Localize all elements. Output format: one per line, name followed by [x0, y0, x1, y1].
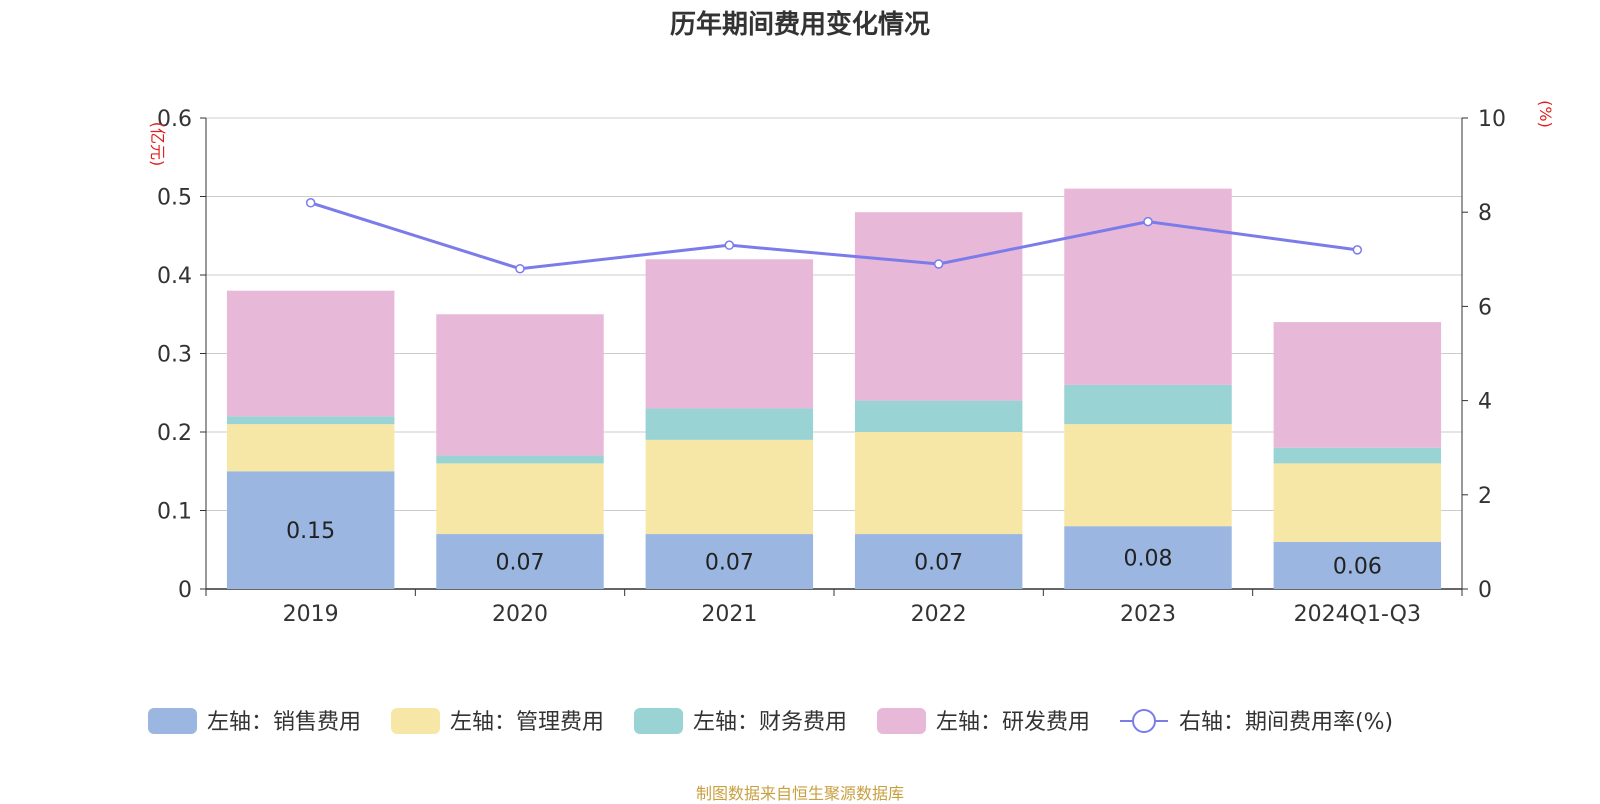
bar-segment: [226, 424, 395, 472]
line-point: [724, 240, 735, 250]
series-line-expense-rate: [310, 201, 1358, 271]
bar-segment: [1273, 463, 1442, 542]
x-axis-tick-label: 2020: [492, 602, 548, 627]
x-axis-tick-label: 2019: [283, 602, 339, 627]
left-axis-tick-label: 0.3: [157, 343, 192, 368]
right-axis-tick-label: 8: [1478, 201, 1492, 226]
bar-segment: [645, 439, 814, 535]
bar-segment: [226, 290, 395, 417]
legend-label: 左轴：研发费用: [936, 710, 1090, 735]
legend-marker: [1132, 709, 1156, 733]
left-axis-tick-label: 0.1: [157, 500, 192, 525]
right-axis-tick-label: 4: [1478, 390, 1492, 415]
bar-segment: [645, 259, 814, 409]
legend-label: 右轴：期间费用率(%): [1179, 710, 1393, 735]
legend-label: 左轴：管理费用: [450, 710, 604, 735]
bar-segment: [226, 471, 395, 589]
legend-swatch: [634, 708, 683, 734]
bar-segment: [436, 463, 604, 535]
legend-swatch: [877, 708, 926, 734]
right-axis-tick-label: 6: [1478, 295, 1492, 320]
line-point: [933, 259, 944, 269]
x-axis-tick-label: 2022: [911, 602, 967, 627]
left-axis-unit: (亿元): [148, 122, 167, 167]
legend-swatch: [148, 708, 197, 734]
left-axis-tick-label: 0.4: [157, 264, 192, 289]
bar-segment: [436, 534, 604, 589]
bar-segment: [645, 408, 814, 440]
bar-segment: [226, 416, 395, 425]
left-axis-tick-label: 0.2: [157, 421, 192, 446]
line-point: [515, 263, 525, 274]
bar-segment: [436, 455, 604, 464]
x-axis-tick-label: 2021: [701, 602, 757, 627]
right-axis-tick-label: 10: [1478, 107, 1506, 132]
left-axis-tick-label: 0.6: [157, 107, 192, 132]
chart-title: 历年期间费用变化情况: [669, 10, 930, 40]
bar-data-label: 0.15: [286, 519, 335, 544]
legend-label: 左轴：销售费用: [207, 710, 361, 735]
bar-segment: [854, 534, 1023, 589]
bar-segment: [1064, 424, 1232, 527]
bar-segment: [1273, 322, 1442, 448]
bar-segment: [1273, 541, 1442, 589]
bar-segment: [854, 400, 1023, 432]
bar-segment: [1064, 384, 1232, 425]
line-point: [305, 198, 316, 208]
line-point: [1143, 216, 1153, 227]
bar-segment: [1273, 447, 1442, 464]
source-note: 制图数据来自恒生聚源数据库: [695, 784, 904, 803]
bar-segment: [436, 314, 604, 456]
legend-swatch: [391, 708, 440, 734]
left-axis-tick-label: 0: [178, 578, 192, 603]
bar-data-label: 0.08: [1124, 547, 1173, 572]
bar-data-label: 0.07: [705, 551, 754, 576]
x-axis-tick-label: 2024Q1-Q3: [1294, 602, 1421, 627]
left-axis-tick-label: 0.5: [157, 186, 192, 211]
bar-segment: [854, 212, 1023, 401]
x-axis-tick-label: 2023: [1120, 602, 1176, 627]
bar-data-label: 0.07: [496, 551, 545, 576]
right-axis-tick-label: 0: [1478, 578, 1492, 603]
right-axis-tick-label: 2: [1478, 484, 1492, 509]
legend-label: 左轴：财务费用: [693, 710, 847, 735]
bar-segment: [854, 432, 1023, 535]
chart-svg: 0 0.1 0.2 0.3 0.4 0.5 0.6 0 2 4 6 8 10 (亿元) (%) 2019 202…: [148, 100, 1555, 735]
bar-segment: [645, 534, 814, 589]
bar-data-label: 0.06: [1333, 554, 1382, 579]
bar-segment: [1064, 526, 1232, 589]
bar-data-label: 0.07: [914, 551, 963, 576]
right-axis-unit: (%): [1536, 100, 1555, 128]
line-point: [1352, 245, 1363, 255]
